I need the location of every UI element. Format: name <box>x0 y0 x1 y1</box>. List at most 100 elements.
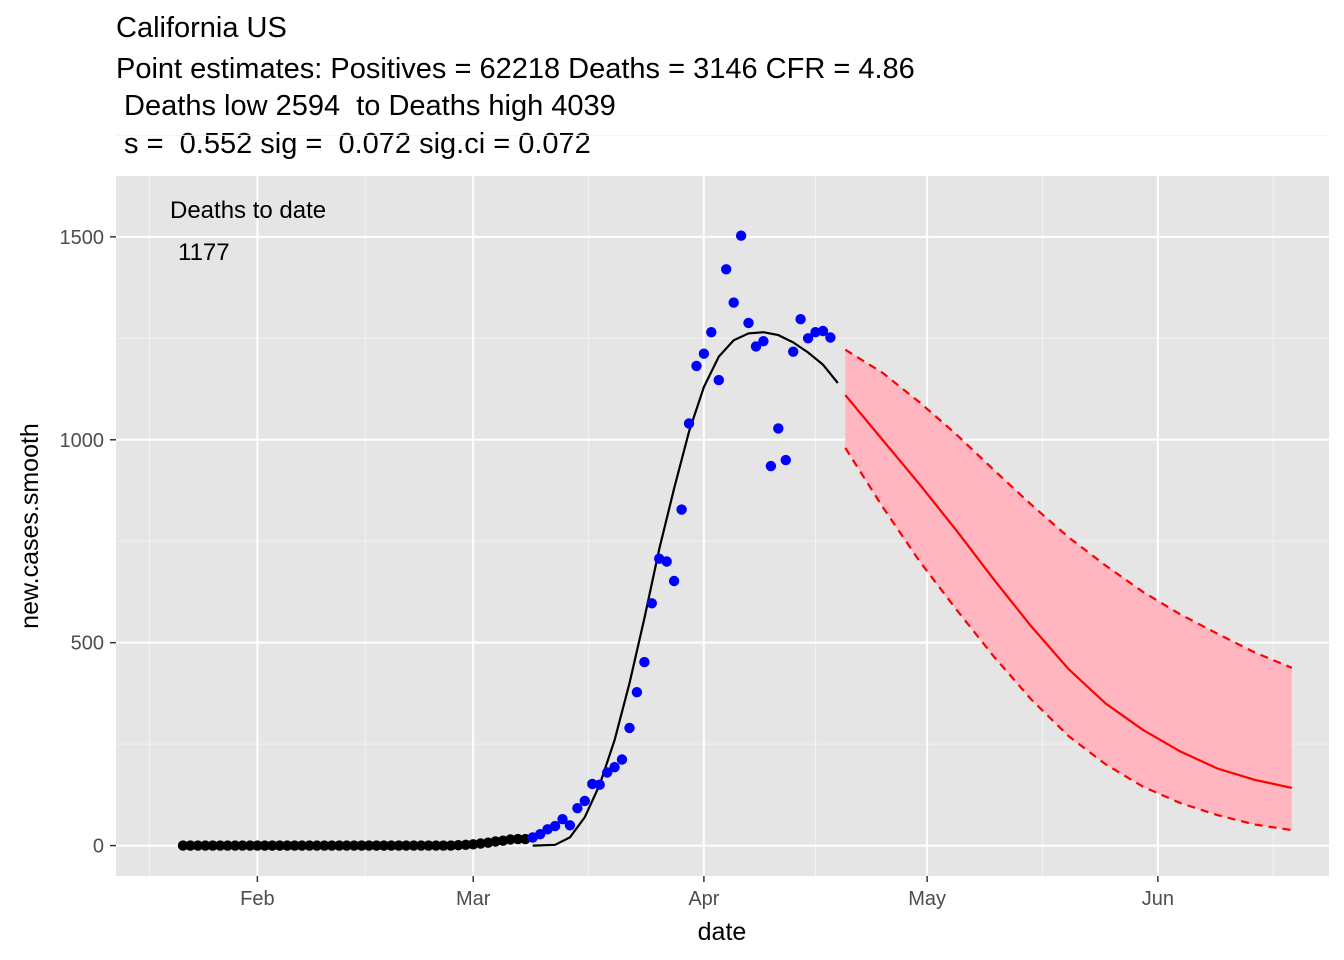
early-point <box>282 840 293 851</box>
observed-point <box>594 779 605 790</box>
observed-point <box>616 754 628 765</box>
observed-point <box>683 418 695 429</box>
early-point <box>356 840 367 851</box>
observed-point <box>535 829 546 840</box>
annotation-line-1: Deaths to date <box>170 197 326 224</box>
early-point <box>393 840 404 851</box>
observed-point <box>802 333 814 344</box>
observed-point <box>698 348 710 359</box>
observed-point <box>668 575 680 587</box>
early-point <box>408 840 419 851</box>
observed-point <box>713 374 724 386</box>
early-point <box>334 840 345 851</box>
observed-point <box>788 346 799 357</box>
early-point <box>244 840 256 851</box>
observed-point <box>735 230 747 241</box>
chart-marks <box>177 230 1293 851</box>
chart-title: California US Point estimates: Positives… <box>116 12 915 160</box>
early-point <box>289 840 300 851</box>
early-point <box>222 840 233 851</box>
axes: 0 500 1000 1500 Feb Mar Apr May Jun <box>60 227 1174 910</box>
early-point <box>475 838 486 849</box>
y-tick-label: 1000 <box>60 430 105 452</box>
observed-point <box>706 327 717 338</box>
early-point <box>505 834 516 845</box>
observed-point <box>780 454 791 466</box>
early-point <box>371 840 382 851</box>
deaths-annotation: Deaths to date 1177 <box>170 197 326 266</box>
early-point <box>177 840 189 851</box>
y-tick-label: 0 <box>93 836 104 858</box>
y-tick-label: 1500 <box>60 227 105 249</box>
observed-point <box>691 360 702 372</box>
observed-point <box>661 556 672 567</box>
early-point <box>237 840 248 851</box>
x-tick-label: Feb <box>240 888 274 910</box>
observed-point <box>557 814 568 825</box>
x-tick-label: Jun <box>1142 888 1174 910</box>
early-point <box>363 840 375 851</box>
lower-bound-line <box>844 447 1292 832</box>
early-point <box>460 839 471 850</box>
early-point <box>304 840 315 851</box>
x-axis-title: date <box>698 918 747 946</box>
early-point <box>326 840 337 851</box>
x-tick-label: Apr <box>688 888 719 910</box>
early-point <box>445 840 457 851</box>
early-point <box>252 840 263 851</box>
observed-point <box>728 297 739 308</box>
early-point <box>423 840 434 851</box>
observed-point <box>743 317 754 329</box>
early-point <box>296 840 308 851</box>
upper-bound-line <box>844 348 1293 669</box>
early-point <box>200 840 211 851</box>
observed-point <box>549 820 561 832</box>
observed-point <box>602 767 613 778</box>
early-point <box>430 840 442 851</box>
annotation-line-2: 1177 <box>178 239 230 266</box>
observed-point <box>631 687 643 698</box>
early-point <box>348 840 360 851</box>
early-point <box>311 840 323 851</box>
early-point <box>386 840 397 851</box>
title-line-4: s = 0.552 sig = 0.072 sig.ci = 0.072 <box>116 128 591 160</box>
confidence-ribbon <box>845 349 1292 831</box>
x-tick-label: Mar <box>456 888 491 910</box>
title-line-1: California US <box>116 12 287 44</box>
early-point <box>207 840 218 851</box>
observed-point <box>825 332 836 343</box>
early-point <box>490 836 501 847</box>
x-tick-label: May <box>908 888 946 910</box>
observed-point <box>795 314 806 325</box>
early-point <box>274 840 285 851</box>
early-point <box>267 840 278 851</box>
early-point <box>185 840 196 851</box>
observed-point <box>765 460 777 472</box>
title-line-2: Point estimates: Positives = 62218 Death… <box>116 53 915 85</box>
early-point <box>415 840 427 851</box>
observed-point <box>609 762 620 773</box>
early-point <box>319 840 330 851</box>
observed-point <box>572 803 583 814</box>
early-point <box>259 840 270 851</box>
observed-point <box>721 264 732 275</box>
observed-point <box>817 325 829 337</box>
early-point <box>378 840 390 851</box>
early-point <box>229 840 241 851</box>
early-point <box>438 840 449 851</box>
early-point <box>512 833 524 845</box>
observed-point <box>646 598 657 609</box>
forecast-line <box>844 394 1293 789</box>
observed-point <box>750 341 762 352</box>
y-axis-title: new.cases.smooth <box>16 423 44 629</box>
fitted-curve <box>532 331 839 847</box>
observed-point <box>624 722 635 734</box>
observed-point <box>758 336 769 347</box>
early-point <box>192 840 204 851</box>
observed-point <box>773 423 784 434</box>
observed-point <box>564 820 576 831</box>
observed-point <box>579 795 590 807</box>
early-point <box>215 840 226 851</box>
early-point <box>401 840 412 851</box>
